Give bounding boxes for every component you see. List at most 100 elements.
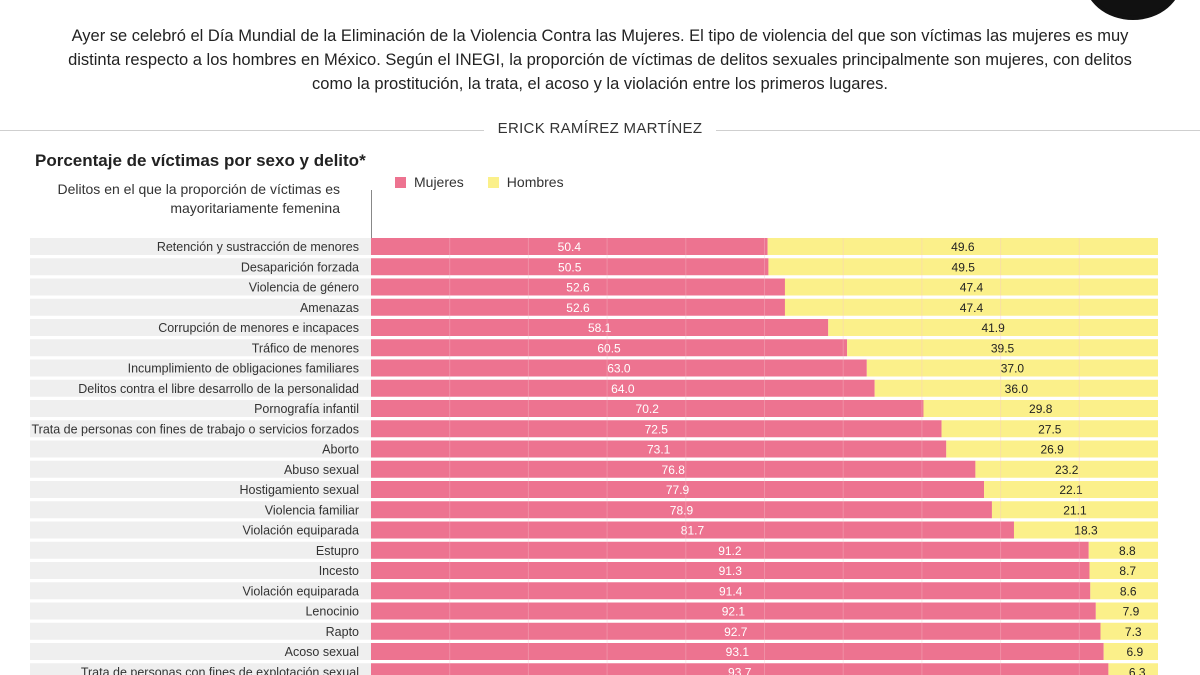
value-label-mujeres: 92.1 bbox=[722, 605, 746, 619]
value-label-hombres: 49.6 bbox=[951, 240, 975, 254]
category-label: Retención y sustracción de menores bbox=[157, 240, 359, 254]
row-background bbox=[30, 258, 371, 276]
category-label: Acoso sexual bbox=[285, 645, 359, 659]
value-label-hombres: 18.3 bbox=[1074, 524, 1098, 538]
legend-item-mujeres: Mujeres bbox=[395, 174, 464, 190]
value-label-mujeres: 81.7 bbox=[681, 524, 705, 538]
bar-mujeres bbox=[371, 582, 1091, 600]
bar-mujeres bbox=[371, 562, 1090, 579]
legend-label-mujeres: Mujeres bbox=[414, 174, 464, 190]
intro-paragraph: Ayer se celebró el Día Mundial de la Eli… bbox=[68, 27, 1132, 93]
row-background bbox=[30, 501, 371, 519]
bar-mujeres bbox=[371, 238, 768, 255]
category-label: Rapto bbox=[326, 625, 359, 639]
row-background bbox=[30, 278, 371, 296]
category-label: Violencia de género bbox=[249, 281, 359, 295]
legend-item-hombres: Hombres bbox=[487, 174, 564, 190]
row-background bbox=[30, 238, 371, 255]
value-label-hombres: 22.1 bbox=[1059, 483, 1083, 497]
row-background bbox=[30, 663, 371, 675]
bar-hombres bbox=[1090, 582, 1158, 600]
category-label: Trata de personas con fines de explotaci… bbox=[81, 665, 359, 675]
category-label: Lenocinio bbox=[305, 605, 359, 619]
value-label-hombres: 47.4 bbox=[960, 301, 984, 315]
value-label-mujeres: 50.5 bbox=[558, 260, 582, 274]
bar-mujeres bbox=[371, 460, 976, 478]
category-label: Violación equiparada bbox=[242, 584, 359, 598]
value-label-mujeres: 77.9 bbox=[666, 483, 690, 497]
bar-hombres bbox=[1100, 622, 1158, 640]
bar-mujeres bbox=[371, 420, 942, 438]
value-label-mujeres: 52.6 bbox=[566, 281, 590, 295]
bar-hombres bbox=[1108, 663, 1158, 675]
legend-swatch-hombres bbox=[487, 176, 499, 188]
row-background bbox=[30, 379, 371, 397]
row-background bbox=[30, 460, 371, 478]
bar-mujeres bbox=[371, 663, 1109, 675]
value-label-hombres: 23.2 bbox=[1055, 463, 1079, 477]
value-label-mujeres: 70.2 bbox=[636, 402, 660, 416]
value-label-hombres: 49.5 bbox=[952, 260, 976, 274]
bar-mujeres bbox=[371, 359, 867, 377]
bar-mujeres bbox=[371, 643, 1104, 660]
legend-swatch-mujeres bbox=[395, 176, 406, 188]
value-label-hombres: 8.6 bbox=[1120, 584, 1137, 598]
value-label-mujeres: 91.4 bbox=[719, 584, 743, 598]
bar-mujeres bbox=[371, 541, 1089, 559]
bar-mujeres bbox=[371, 258, 769, 276]
header-band bbox=[0, 0, 1200, 20]
bar-mujeres bbox=[371, 339, 848, 357]
bar-mujeres bbox=[371, 602, 1096, 620]
row-background bbox=[30, 319, 371, 336]
bar-hombres bbox=[784, 278, 1158, 296]
value-label-hombres: 7.9 bbox=[1123, 605, 1140, 619]
category-label: Violencia familiar bbox=[265, 503, 359, 517]
row-background bbox=[30, 359, 371, 377]
value-label-hombres: 41.9 bbox=[981, 321, 1005, 335]
row-background bbox=[30, 562, 371, 579]
value-label-hombres: 7.3 bbox=[1125, 625, 1142, 639]
bar-hombres bbox=[975, 460, 1158, 478]
bar-hombres bbox=[1095, 602, 1158, 620]
category-label: Abuso sexual bbox=[284, 463, 359, 477]
bar-hombres bbox=[1088, 541, 1158, 559]
bar-mujeres bbox=[371, 481, 985, 498]
bar-mujeres bbox=[371, 501, 992, 519]
bar-mujeres bbox=[371, 440, 947, 458]
category-label: Corrupción de menores e incapaces bbox=[158, 321, 359, 335]
category-label: Pornografía infantil bbox=[254, 402, 359, 416]
bar-hombres bbox=[1013, 521, 1158, 539]
value-label-hombres: 27.5 bbox=[1038, 422, 1062, 436]
bar-hombres bbox=[874, 379, 1158, 397]
value-label-mujeres: 72.5 bbox=[645, 422, 669, 436]
bar-mujeres bbox=[371, 319, 829, 336]
category-label: Aborto bbox=[322, 443, 359, 457]
bar-hombres bbox=[941, 420, 1158, 438]
category-label: Tráfico de menores bbox=[252, 341, 359, 355]
value-label-hombres: 29.8 bbox=[1029, 402, 1053, 416]
value-label-mujeres: 91.3 bbox=[719, 564, 743, 578]
value-label-mujeres: 58.1 bbox=[588, 321, 612, 335]
value-label-hombres: 37.0 bbox=[1001, 362, 1025, 376]
category-label: Delitos contra el libre desarrollo de la… bbox=[78, 382, 359, 396]
row-background bbox=[30, 602, 371, 620]
value-label-mujeres: 78.9 bbox=[670, 503, 694, 517]
row-background bbox=[30, 582, 371, 600]
row-background bbox=[30, 481, 371, 498]
bar-hombres bbox=[991, 501, 1158, 519]
value-label-mujeres: 64.0 bbox=[611, 382, 635, 396]
row-background bbox=[30, 400, 371, 417]
row-background bbox=[30, 440, 371, 458]
bar-hombres bbox=[923, 400, 1158, 417]
category-label: Hostigamiento sexual bbox=[239, 483, 359, 497]
value-label-mujeres: 93.1 bbox=[726, 645, 750, 659]
value-label-mujeres: 93.7 bbox=[728, 665, 752, 675]
category-label: Amenazas bbox=[300, 301, 359, 315]
value-label-mujeres: 92.7 bbox=[724, 625, 748, 639]
bar-hombres bbox=[768, 258, 1158, 276]
value-label-hombres: 6.3 bbox=[1129, 665, 1146, 675]
value-label-mujeres: 76.8 bbox=[662, 463, 686, 477]
value-label-hombres: 8.8 bbox=[1119, 544, 1136, 558]
row-background bbox=[30, 339, 371, 357]
